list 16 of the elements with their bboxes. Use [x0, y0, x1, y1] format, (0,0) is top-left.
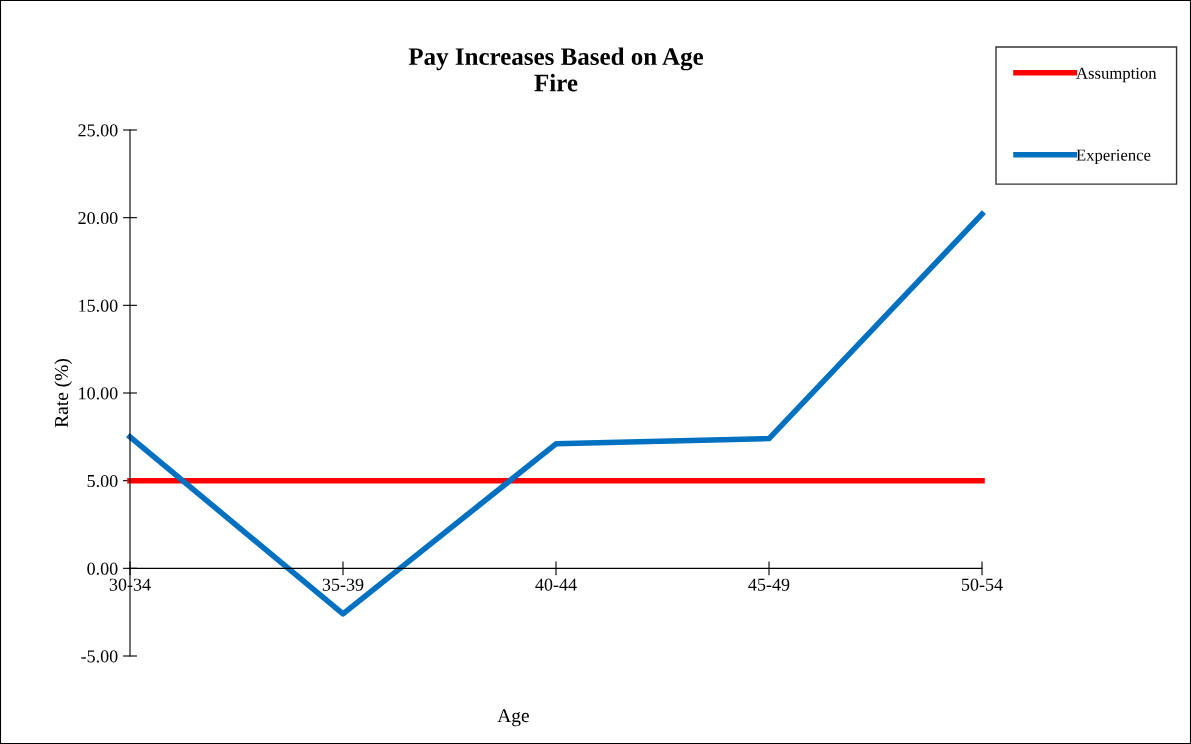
x-tick-label: 50-54: [961, 578, 1003, 591]
y-tick-label: -5.00: [81, 650, 118, 663]
chart-title: Pay Increases Based on Age Fire: [408, 47, 704, 92]
x-tick-label: 40-44: [535, 578, 577, 591]
x-tick-label: 35-39: [322, 578, 364, 591]
y-tick-label: 0.00: [87, 562, 118, 575]
y-tick-label: 5.00: [87, 474, 118, 488]
x-tick-label: 45-49: [748, 578, 790, 591]
y-tick-label: 25.00: [78, 124, 118, 137]
y-tick-label: 15.00: [79, 299, 118, 312]
y-tick-label: 10.00: [79, 387, 118, 400]
legend-label: Assumption: [1076, 67, 1157, 83]
legend-label: Experience: [1076, 149, 1151, 165]
x-axis-title: Age: [497, 709, 529, 727]
y-axis-title: Rate (%): [54, 359, 73, 428]
y-tick-label: 20.00: [78, 211, 118, 225]
